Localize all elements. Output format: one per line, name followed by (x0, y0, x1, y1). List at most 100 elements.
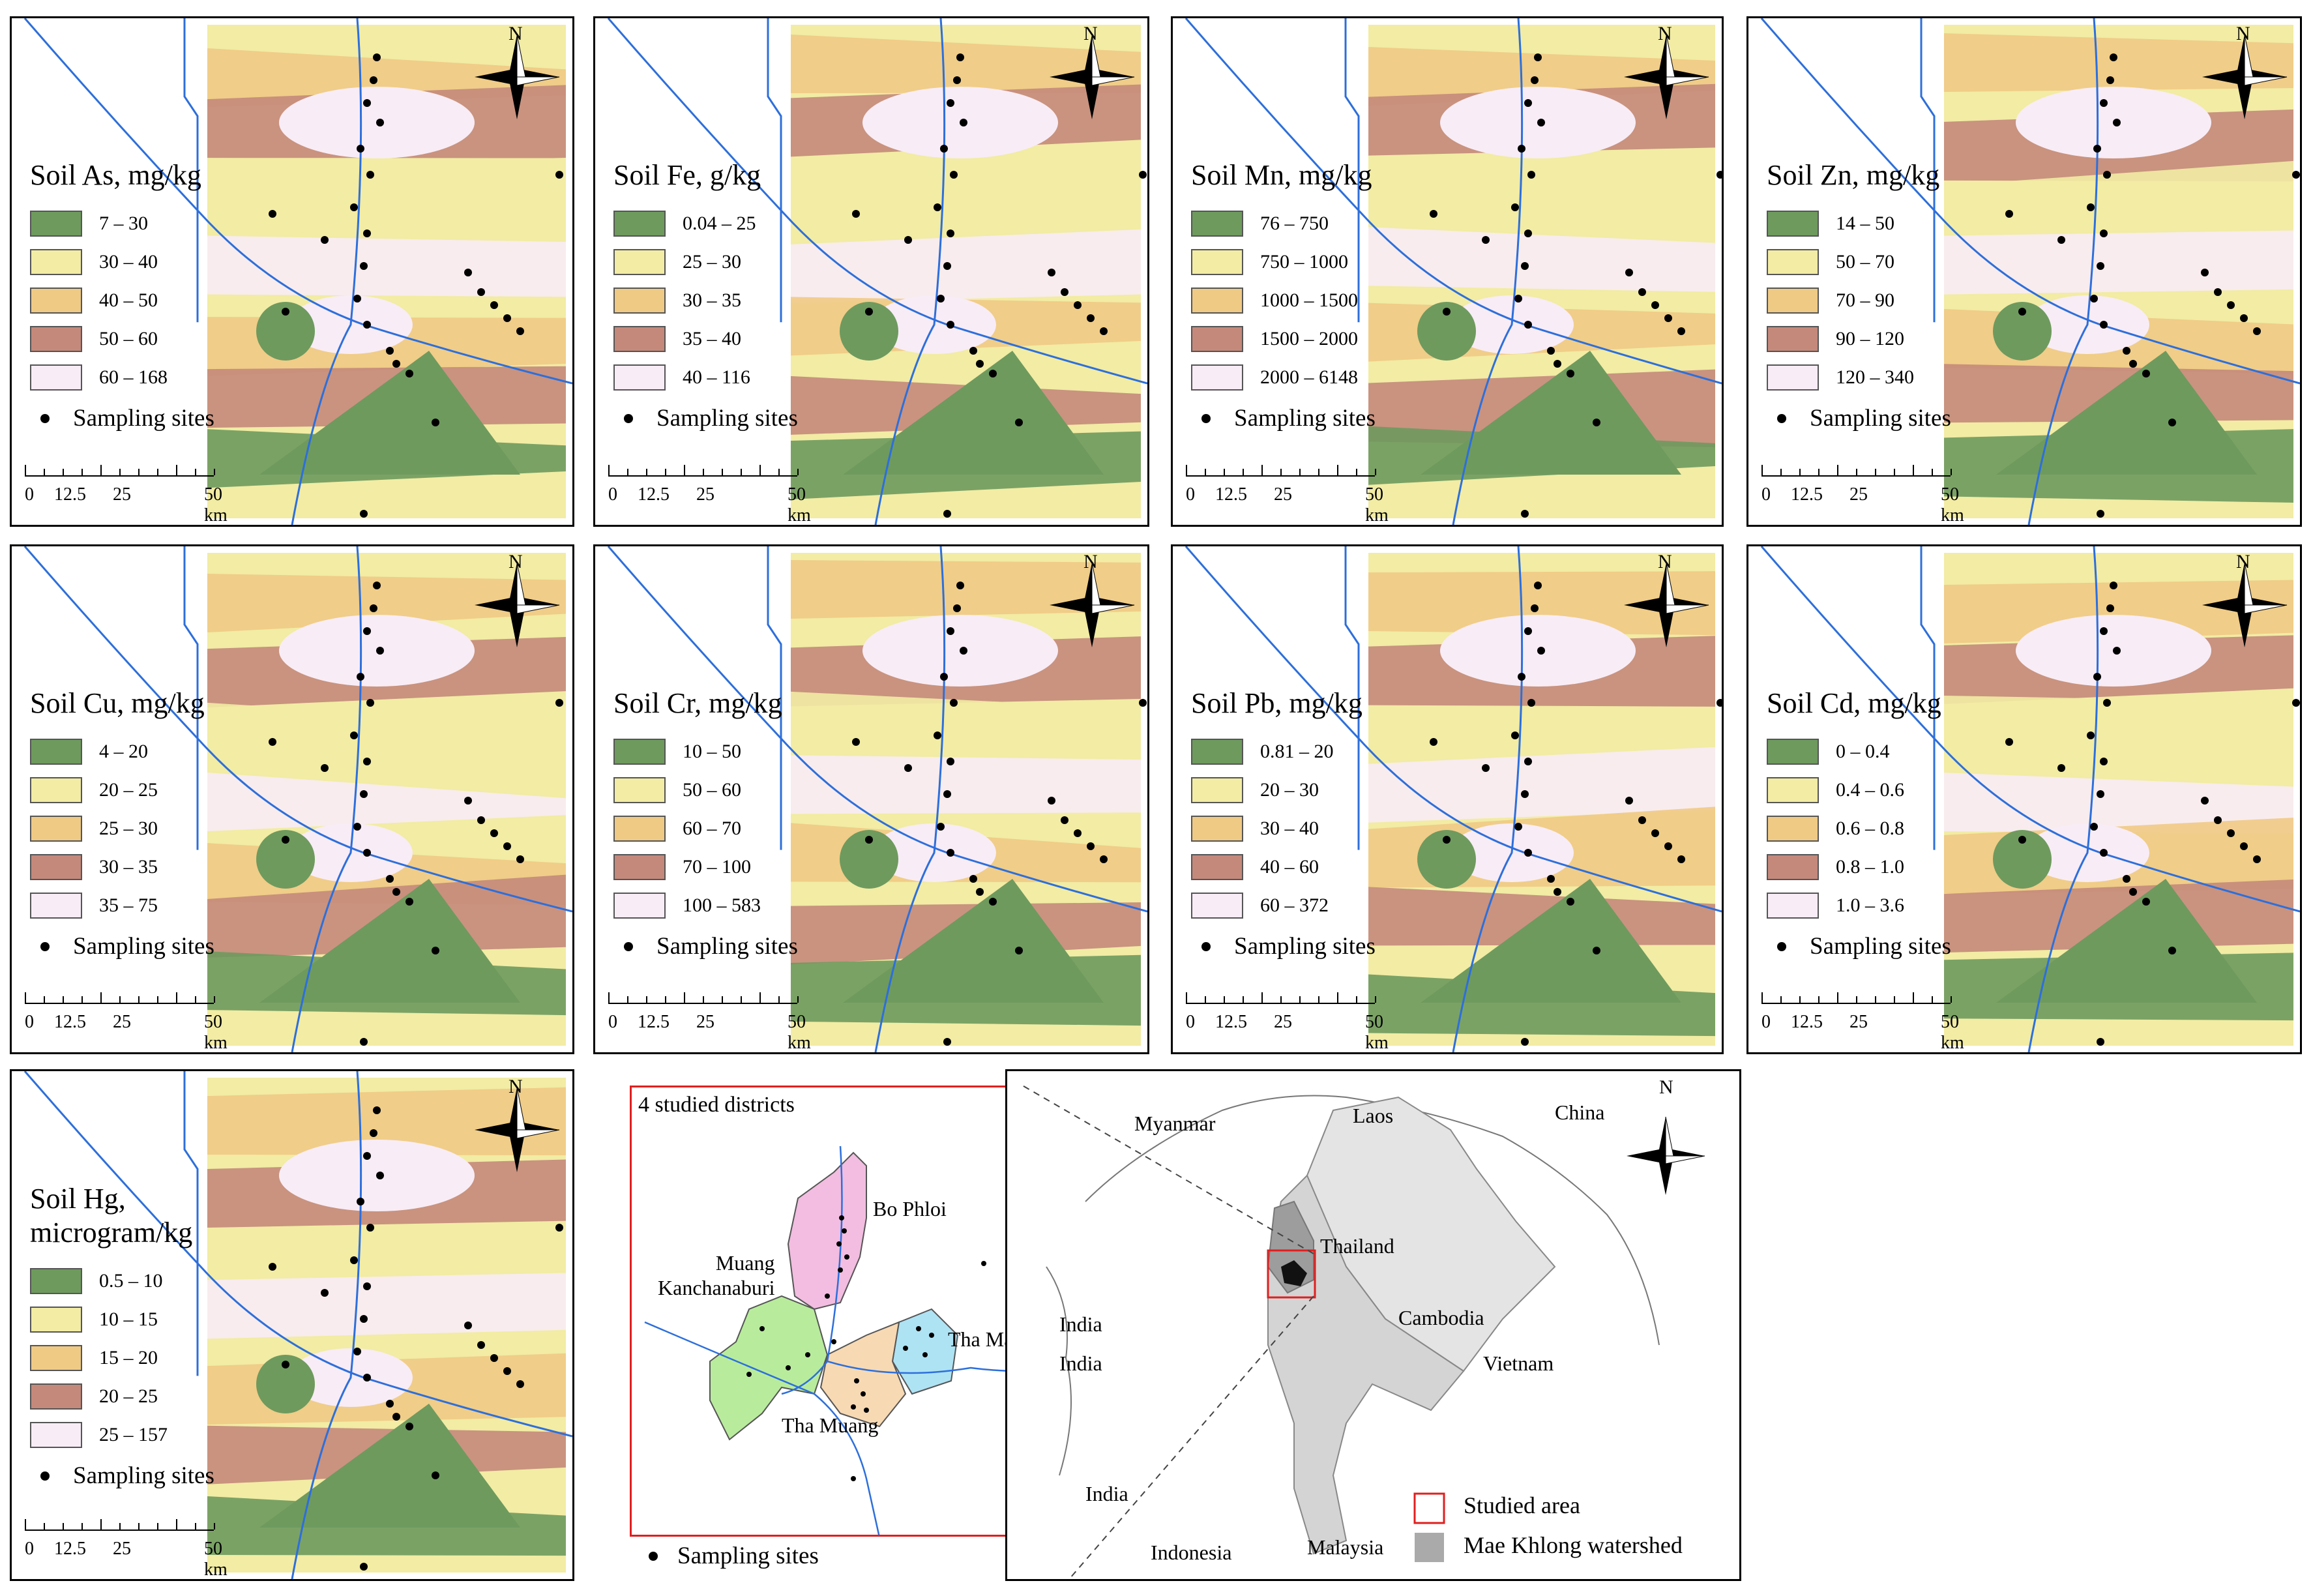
map-panel-fe: N Soil Fe, g/kg 0.04 – 25 25 – 30 30 – 35 35 … (593, 16, 1149, 527)
sampling-site (392, 1413, 400, 1421)
sampling-site (1716, 699, 1722, 707)
legend-class: 7 – 30 (30, 204, 214, 243)
sampling-site (2142, 898, 2150, 906)
legend-class: 10 – 50 (613, 732, 798, 771)
sampling-site (2018, 308, 2026, 316)
legend-label: 0.5 – 10 (99, 1269, 163, 1292)
sampling-site (490, 301, 498, 309)
legend-swatch (1191, 325, 1243, 352)
scale-label: 25 (696, 1012, 715, 1032)
legend-class: 0.4 – 0.6 (1767, 771, 1951, 809)
country-india-2: India (1059, 1352, 1102, 1375)
legend-swatch (30, 1267, 82, 1294)
legend-title: Soil Fe, g/kg (613, 159, 761, 191)
scale-label: 25 (1849, 1012, 1868, 1032)
sampling-site (2100, 627, 2108, 635)
sampling-site (934, 732, 941, 739)
regional-map: N Myanmar Laos China Thailand Cambodia V… (1005, 1069, 1741, 1581)
scale-label: 12.5 (54, 1539, 86, 1559)
sampling-site (376, 119, 384, 126)
sampling-site (2100, 321, 2108, 329)
sampling-site-symbol (624, 413, 633, 423)
scale-bar: 0 12.5 25 50 km (1186, 992, 1407, 1052)
legend-label: 40 – 116 (683, 366, 750, 388)
north-arrow: N (1617, 23, 1715, 129)
sampling-site (1664, 314, 1672, 322)
sampling-site (960, 647, 967, 655)
interpolation-map (607, 546, 1147, 1052)
legend-class: 14 – 50 (1767, 204, 1951, 243)
legend-sampling-sites: Sampling sites (1767, 932, 1951, 960)
sampling-site (370, 604, 377, 612)
legend-title: Soil Cu, mg/kg (30, 687, 205, 719)
sampling-site (321, 1289, 329, 1297)
legend: Soil Hg, microgram/kg 0.5 – 10 10 – 15 15 –… (30, 1182, 214, 1490)
sampling-site (940, 145, 948, 153)
legend-label: 4 – 20 (99, 740, 148, 762)
sampling-site (503, 842, 511, 850)
sampling-site (1430, 210, 1437, 218)
sampling-site (2103, 171, 2111, 179)
sampling-site (555, 699, 563, 707)
north-label: N (508, 23, 523, 44)
legend-label: 30 – 35 (99, 855, 158, 878)
districts-sites-legend: Sampling sites (649, 1542, 819, 1570)
sampling-site (1430, 738, 1437, 746)
legend-class: 20 – 25 (30, 771, 214, 809)
interpolation-map (1760, 18, 2300, 525)
sites-label: Sampling sites (1810, 933, 1951, 960)
legend-class: 30 – 40 (30, 243, 214, 281)
sampling-site (947, 849, 954, 857)
north-label: N (1083, 23, 1098, 44)
scale-label: 12.5 (1215, 1012, 1247, 1032)
sampling-site (969, 347, 977, 355)
scale-label: 50 km (1365, 1012, 1389, 1053)
legend-class: 15 – 20 (30, 1338, 214, 1377)
north-arrow: N (1043, 551, 1141, 657)
legend-class: 1.0 – 3.6 (1767, 886, 1951, 924)
legend-swatch (1191, 815, 1243, 842)
sampling-site (363, 758, 371, 765)
legend-class: 750 – 1000 (1191, 243, 1376, 281)
legend-label: 0.04 – 25 (683, 212, 756, 234)
scale-label: 0 (608, 484, 617, 505)
sites-label: Sampling sites (73, 933, 214, 960)
sampling-site (956, 582, 964, 589)
sampling-site (516, 855, 524, 863)
legend-swatch (30, 815, 82, 842)
sampling-site (943, 510, 951, 518)
legend-class: 70 – 100 (613, 848, 798, 886)
scale-label: 0 (25, 1012, 34, 1032)
sampling-site (366, 699, 374, 707)
sampling-site (363, 229, 371, 237)
legend-swatch (1767, 853, 1819, 880)
north-arrow: N (468, 551, 566, 657)
sampling-site (1593, 947, 1600, 954)
legend-class: 20 – 30 (1191, 771, 1376, 809)
scale-label: 50 km (204, 1539, 228, 1580)
sampling-site (477, 1341, 485, 1349)
legend-swatch (613, 210, 666, 237)
legend-class: 60 – 168 (30, 358, 214, 396)
scale-label: 12.5 (1791, 484, 1823, 505)
legend-label: 30 – 40 (1260, 817, 1319, 839)
districts-inset: 4 studied districts Bo Phloi Muang Kanch… (630, 1086, 1067, 1537)
sampling-site (370, 1129, 377, 1137)
sampling-site (1511, 732, 1519, 739)
sampling-site (405, 898, 413, 906)
sampling-site (1638, 288, 1646, 296)
sampling-site (350, 732, 358, 739)
sampling-site (1531, 76, 1539, 84)
sampling-site (1651, 829, 1659, 837)
sampling-site (370, 76, 377, 84)
legend-swatch (613, 892, 666, 919)
sampling-site (360, 790, 368, 798)
sampling-site (937, 295, 945, 303)
scale-label: 50 km (1941, 1012, 1964, 1053)
sampling-site (1139, 171, 1147, 179)
legend-label: 70 – 100 (683, 855, 751, 878)
legend: Soil Zn, mg/kg 14 – 50 50 – 70 70 – 90 90 – … (1767, 158, 1951, 432)
sampling-site (2123, 875, 2130, 883)
sampling-site (360, 1563, 368, 1571)
sampling-site (2100, 758, 2108, 765)
